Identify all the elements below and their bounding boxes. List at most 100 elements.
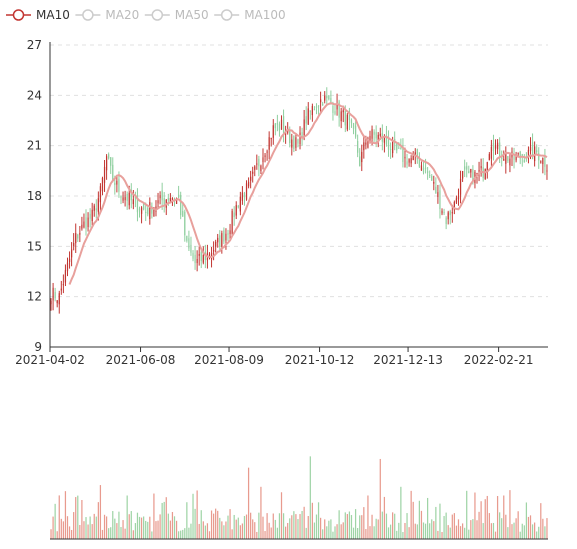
- candle: [70, 242, 73, 267]
- volume-bar: [130, 511, 132, 539]
- legend-item-ma20[interactable]: MA20: [75, 8, 139, 22]
- legend-item-ma50[interactable]: MA50: [144, 8, 209, 22]
- candle: [264, 153, 266, 163]
- volume-bar: [486, 495, 488, 539]
- x-tick-label: 2021-06-08: [106, 353, 176, 367]
- volume-bar: [474, 492, 476, 539]
- volume-bar: [225, 521, 227, 539]
- volume-bar: [198, 523, 200, 539]
- candle: [122, 191, 124, 204]
- volume-bar: [435, 506, 437, 539]
- volume-bar: [453, 513, 455, 539]
- volume-bar: [112, 511, 114, 539]
- candle: [101, 176, 104, 196]
- candle: [190, 236, 192, 256]
- candle: [468, 165, 470, 174]
- candle: [466, 162, 468, 178]
- candle: [299, 126, 301, 150]
- volume-bar: [229, 509, 231, 539]
- volume-bar: [387, 527, 390, 539]
- candle: [361, 144, 363, 172]
- volume-bar: [299, 514, 301, 539]
- candle: [319, 91, 322, 112]
- candle: [85, 209, 87, 236]
- volume-bar: [431, 519, 433, 539]
- candle: [134, 191, 137, 208]
- candle: [89, 208, 91, 228]
- candle: [280, 115, 283, 130]
- candle: [237, 204, 239, 209]
- volume-bar: [445, 512, 447, 539]
- volume-bar: [173, 516, 176, 539]
- candle: [138, 206, 141, 218]
- candle: [270, 137, 272, 147]
- volume-bar: [89, 516, 91, 539]
- candle: [515, 151, 517, 163]
- volume-bar: [147, 521, 149, 539]
- volume-bar: [369, 526, 371, 539]
- legend-circle-icon: [151, 9, 164, 21]
- candle: [219, 230, 221, 251]
- volume-bar: [449, 527, 451, 539]
- volume-bar: [87, 524, 89, 539]
- candle: [173, 197, 176, 207]
- y-tick-label: 21: [27, 139, 42, 153]
- legend-item-ma100[interactable]: MA100: [214, 8, 286, 22]
- volume-bar: [352, 527, 355, 539]
- volume-bar: [206, 523, 209, 539]
- candle: [435, 177, 437, 194]
- candle: [108, 152, 110, 160]
- candle: [359, 148, 361, 167]
- volume-bar: [377, 519, 379, 539]
- candle: [157, 192, 159, 209]
- ma10-line: [68, 102, 548, 285]
- volume-bar: [126, 495, 128, 539]
- candle: [334, 104, 336, 116]
- candle: [192, 250, 194, 262]
- candle: [208, 252, 211, 260]
- volume-bar: [507, 527, 509, 539]
- candle: [243, 191, 246, 206]
- volume-bar: [237, 517, 239, 539]
- volume-bar: [396, 530, 398, 539]
- volume-bar: [457, 519, 460, 539]
- volume-bar: [171, 511, 174, 539]
- candle: [418, 152, 421, 168]
- volume-bar: [422, 522, 425, 539]
- volume-bar: [517, 511, 519, 539]
- candle: [272, 119, 274, 145]
- volume-bar: [470, 520, 472, 539]
- candle: [77, 233, 79, 242]
- candle: [145, 202, 147, 222]
- legend-item-ma10[interactable]: MA10: [6, 8, 70, 22]
- candle: [99, 183, 102, 212]
- volume-bar: [52, 516, 54, 539]
- volume-bar: [383, 496, 386, 539]
- volume-bar: [184, 528, 186, 539]
- volume-bar: [180, 530, 182, 539]
- volume-bar: [258, 512, 260, 539]
- volume-bar: [266, 513, 268, 539]
- candle: [511, 147, 513, 167]
- candle: [58, 290, 60, 314]
- volume-bar: [124, 528, 126, 539]
- candle: [254, 165, 256, 177]
- volume-bar: [103, 514, 106, 539]
- volume-bar: [499, 512, 501, 539]
- volume-bar: [208, 531, 211, 539]
- candle: [496, 139, 499, 155]
- price-axis: 9 12 15 18 21 24 27: [27, 38, 51, 354]
- volume-bar: [400, 486, 402, 539]
- candle: [470, 168, 472, 178]
- volume-bar: [169, 520, 172, 539]
- candle: [256, 154, 258, 170]
- volume-bar: [233, 514, 235, 539]
- volume-bar: [311, 502, 313, 539]
- volume-bar: [175, 520, 178, 539]
- volume-bar: [328, 520, 330, 539]
- volume-bar: [231, 529, 233, 539]
- volume-bar: [143, 516, 145, 539]
- candle: [287, 122, 289, 135]
- volume-bar: [128, 514, 130, 539]
- volume-bar: [529, 515, 532, 539]
